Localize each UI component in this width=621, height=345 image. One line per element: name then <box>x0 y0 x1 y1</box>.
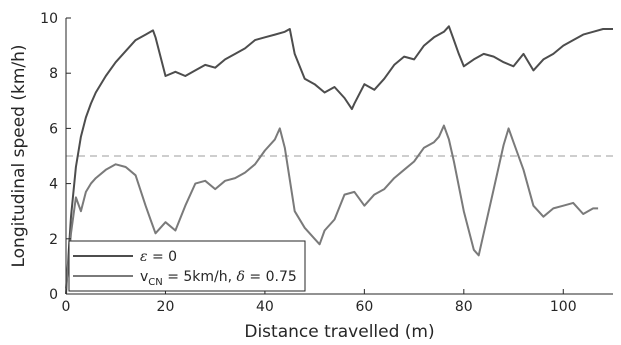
y-axis-label: Longitudinal speed (km/h) <box>9 44 29 267</box>
x-tick-label: 40 <box>256 299 274 315</box>
y-tick-label: 4 <box>49 177 58 193</box>
x-tick-label: 80 <box>455 299 473 315</box>
legend-label-2-text: = 5km/h, <box>163 269 237 285</box>
series-layer <box>65 25 613 295</box>
legend-label-1: ε = 0 <box>140 249 177 265</box>
series-line-2 <box>65 124 599 289</box>
x-tick-label: 20 <box>157 299 175 315</box>
axes <box>65 18 613 295</box>
y-tick-label: 0 <box>49 287 58 303</box>
y-tick-label: 2 <box>49 232 58 248</box>
legend-label-2: vCN = 5km/h, δ = 0.75 <box>140 269 297 288</box>
y-tick-label: 10 <box>40 11 58 27</box>
series-line-1 <box>65 25 613 295</box>
y-ticks: 0 2 4 6 8 10 <box>40 11 71 303</box>
legend-v-subscript: CN <box>148 277 162 288</box>
x-axis-label: Distance travelled (m) <box>244 322 434 342</box>
x-tick-label: 60 <box>355 299 373 315</box>
y-tick-label: 6 <box>49 121 58 137</box>
legend-v-symbol: v <box>140 269 148 285</box>
legend-delta-symbol: δ <box>237 269 245 285</box>
x-ticks: 0 20 40 60 80 100 <box>62 289 577 315</box>
y-tick-label: 8 <box>49 66 58 82</box>
x-tick-label: 0 <box>62 299 71 315</box>
x-tick-label: 100 <box>550 299 577 315</box>
legend-box <box>68 240 306 292</box>
legend-epsilon-symbol: ε <box>140 249 148 265</box>
legend-label-1-text: = 0 <box>148 249 178 265</box>
legend-label-2-text2: = 0.75 <box>245 269 297 285</box>
legend: ε = 0 vCN = 5km/h, δ = 0.75 <box>68 240 306 292</box>
